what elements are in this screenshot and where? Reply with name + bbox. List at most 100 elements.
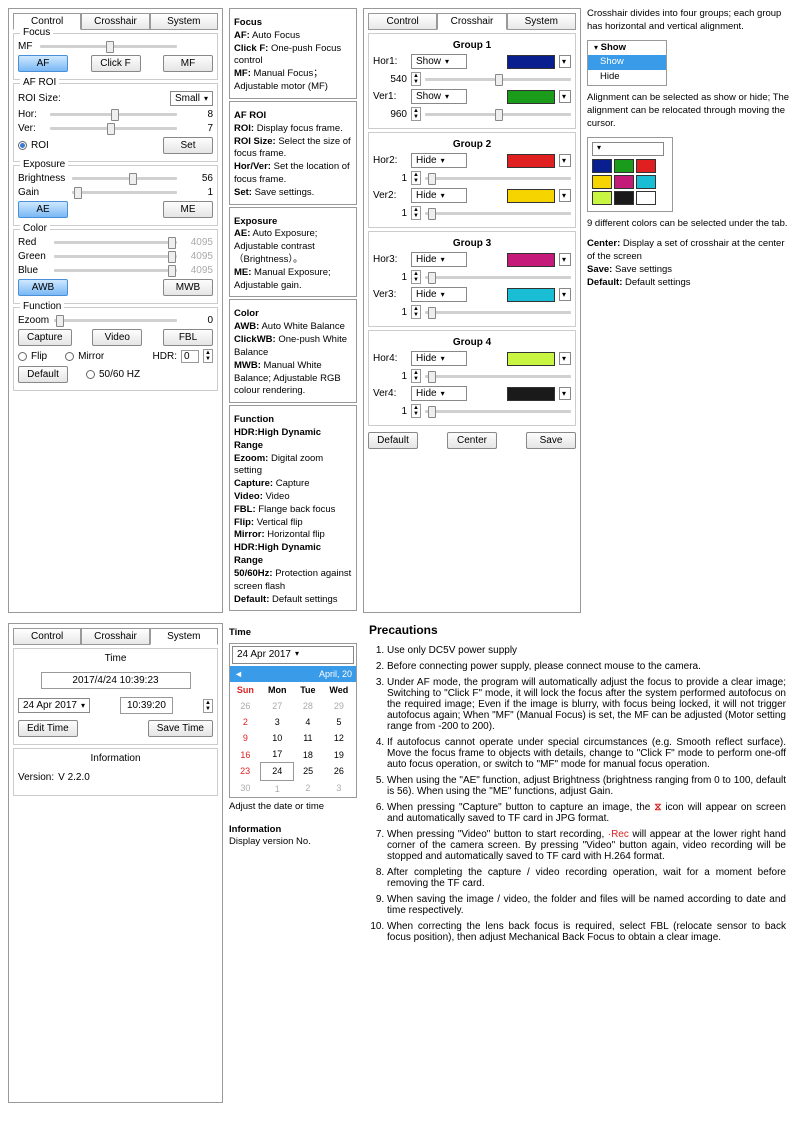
visibility-select[interactable]: Show: [411, 89, 467, 104]
green-slider[interactable]: [54, 255, 177, 258]
color-select[interactable]: [559, 288, 571, 301]
num-spinner[interactable]: ▲▼: [411, 206, 421, 220]
roisize-select[interactable]: Small: [170, 91, 213, 106]
position-slider[interactable]: [425, 311, 571, 314]
tab-control-2[interactable]: Control: [368, 13, 437, 30]
line-label: Hor3:: [373, 254, 407, 265]
desc-function-title: Function: [234, 414, 352, 427]
mwb-button[interactable]: MWB: [163, 279, 213, 296]
gain-slider[interactable]: [72, 191, 177, 194]
mirror-label: Mirror: [78, 351, 104, 362]
visibility-select[interactable]: Hide: [411, 351, 467, 366]
crosshair-center-button[interactable]: Center: [447, 432, 497, 449]
cal-date-select[interactable]: 24 Apr 2017: [232, 646, 354, 664]
desc-info-title: Information: [229, 824, 357, 837]
crosshair-save-button[interactable]: Save: [526, 432, 576, 449]
palette-swatch[interactable]: [592, 175, 612, 189]
palette-swatch[interactable]: [636, 175, 656, 189]
hor-slider[interactable]: [50, 113, 177, 116]
mf-button[interactable]: MF: [163, 55, 213, 72]
tab-system[interactable]: System: [150, 13, 218, 30]
visibility-select[interactable]: Hide: [411, 153, 467, 168]
mirror-radio[interactable]: [65, 352, 74, 361]
palette-select[interactable]: [592, 142, 664, 156]
tab-system-3[interactable]: System: [150, 628, 218, 645]
awb-button[interactable]: AWB: [18, 279, 68, 296]
red-slider[interactable]: [54, 241, 177, 244]
color-select[interactable]: [559, 55, 571, 68]
hdr-spinner[interactable]: ▲▼: [203, 349, 213, 363]
num-spinner[interactable]: ▲▼: [411, 72, 421, 86]
color-select[interactable]: [559, 352, 571, 365]
ver-slider[interactable]: [50, 127, 177, 130]
color-select[interactable]: [559, 90, 571, 103]
num-spinner[interactable]: ▲▼: [411, 369, 421, 383]
crosshair-default-button[interactable]: Default: [368, 432, 418, 449]
visibility-select[interactable]: Hide: [411, 287, 467, 302]
clock-input[interactable]: 10:39:20: [120, 697, 173, 714]
roi-radio[interactable]: [18, 141, 27, 150]
color-palette: [587, 137, 673, 212]
visibility-select[interactable]: Hide: [411, 252, 467, 267]
palette-swatch[interactable]: [614, 191, 634, 205]
blue-slider[interactable]: [54, 269, 177, 272]
visibility-select[interactable]: Show: [411, 54, 467, 69]
palette-swatch[interactable]: [636, 191, 656, 205]
flip-radio[interactable]: [18, 352, 27, 361]
clock-spinner[interactable]: ▲▼: [203, 699, 213, 713]
ezoom-slider[interactable]: [54, 319, 177, 322]
palette-swatch[interactable]: [636, 159, 656, 173]
color-select[interactable]: [559, 387, 571, 400]
af-button[interactable]: AF: [18, 55, 68, 72]
hz-radio[interactable]: [86, 370, 95, 379]
cal-month: April, 20: [319, 668, 352, 680]
num-spinner[interactable]: ▲▼: [411, 270, 421, 284]
position-slider[interactable]: [425, 212, 571, 215]
tab-system-2[interactable]: System: [507, 13, 576, 30]
default-button[interactable]: Default: [18, 366, 68, 383]
position-slider[interactable]: [425, 276, 571, 279]
num-spinner[interactable]: ▲▼: [411, 171, 421, 185]
video-button[interactable]: Video: [92, 329, 142, 346]
precautions-title: Precautions: [369, 623, 786, 637]
num-spinner[interactable]: ▲▼: [411, 404, 421, 418]
set-button[interactable]: Set: [163, 137, 213, 154]
mf-slider[interactable]: [40, 45, 177, 48]
color-select[interactable]: [559, 253, 571, 266]
focus-section: Focus MF AF Click F MF: [13, 33, 218, 80]
color-swatch: [507, 90, 555, 104]
num-spinner[interactable]: ▲▼: [411, 305, 421, 319]
clickf-button[interactable]: Click F: [91, 55, 141, 72]
palette-swatch[interactable]: [592, 191, 612, 205]
visibility-select[interactable]: Hide: [411, 188, 467, 203]
color-select[interactable]: [559, 154, 571, 167]
edit-time-button[interactable]: Edit Time: [18, 720, 78, 737]
cal-prev-icon[interactable]: ◄: [234, 668, 243, 680]
capture-button[interactable]: Capture: [18, 329, 72, 346]
tab-crosshair-3[interactable]: Crosshair: [81, 628, 149, 645]
position-slider[interactable]: [425, 410, 571, 413]
num-spinner[interactable]: ▲▼: [411, 107, 421, 121]
crosshair-panel: Control Crosshair System Group 1Hor1:Sho…: [363, 8, 581, 613]
roi-label: ROI: [31, 140, 49, 151]
position-slider[interactable]: [425, 78, 571, 81]
brightness-slider[interactable]: [72, 177, 177, 180]
fbl-button[interactable]: FBL: [163, 329, 213, 346]
calendar-table[interactable]: SunMonTueWed2627282923459101112161718192…: [230, 682, 356, 797]
position-slider[interactable]: [425, 375, 571, 378]
tab-crosshair-2[interactable]: Crosshair: [437, 13, 506, 30]
tab-crosshair[interactable]: Crosshair: [81, 13, 149, 30]
visibility-select[interactable]: Hide: [411, 386, 467, 401]
me-button[interactable]: ME: [163, 201, 213, 218]
tab-control-3[interactable]: Control: [13, 628, 81, 645]
position-slider[interactable]: [425, 177, 571, 180]
color-select[interactable]: [559, 189, 571, 202]
palette-swatch[interactable]: [614, 175, 634, 189]
date-select[interactable]: 24 Apr 2017: [18, 698, 90, 713]
palette-swatch[interactable]: [614, 159, 634, 173]
ae-button[interactable]: AE: [18, 201, 68, 218]
save-time-button[interactable]: Save Time: [148, 720, 213, 737]
position-slider[interactable]: [425, 113, 571, 116]
palette-swatch[interactable]: [592, 159, 612, 173]
line-num: 1: [373, 208, 407, 219]
